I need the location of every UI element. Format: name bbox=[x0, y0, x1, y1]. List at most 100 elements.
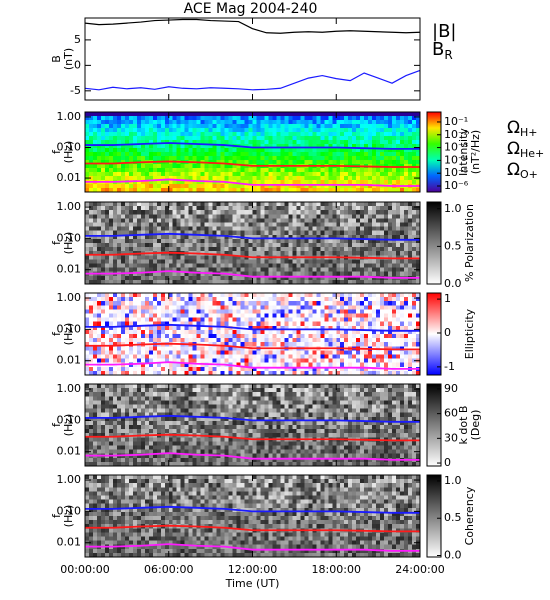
spectrogram-cell bbox=[124, 230, 130, 236]
spectrogram-cell bbox=[324, 152, 329, 157]
spectrogram-cell bbox=[336, 321, 341, 327]
spectrogram-cell bbox=[144, 293, 150, 298]
spectrogram-cell bbox=[212, 172, 217, 177]
spectrogram-cell bbox=[240, 210, 245, 215]
spectrogram-cell bbox=[416, 271, 421, 277]
spectrogram-cell bbox=[168, 172, 174, 177]
spectrogram-cell bbox=[404, 234, 409, 240]
spectrogram-cell bbox=[404, 238, 409, 244]
spectrogram-cell bbox=[192, 338, 197, 343]
spectrogram-cell bbox=[268, 243, 273, 248]
spectrogram-cell bbox=[396, 140, 401, 145]
spectrogram-cell bbox=[252, 128, 257, 133]
spectrogram-cell bbox=[260, 329, 265, 335]
spectrogram-cell bbox=[88, 206, 94, 211]
spectrogram-cell bbox=[140, 329, 146, 335]
colorbar-label: % Polarization bbox=[463, 204, 476, 282]
spectrogram-cell bbox=[220, 275, 225, 281]
spectrogram-cell bbox=[200, 271, 205, 277]
spectrogram-cell bbox=[232, 210, 237, 215]
spectrogram-cell bbox=[204, 354, 209, 359]
spectrogram-cell bbox=[212, 325, 217, 331]
spectrogram-cell bbox=[360, 120, 365, 125]
spectrogram-cell bbox=[172, 297, 178, 302]
spectrogram-cell bbox=[264, 305, 269, 310]
spectrogram-cell bbox=[328, 366, 333, 372]
spectrogram-cell bbox=[300, 116, 305, 121]
spectrogram-cell bbox=[228, 148, 233, 153]
spectrogram-cell bbox=[184, 168, 189, 173]
spectrogram-cell bbox=[252, 120, 257, 125]
spectrogram-cell bbox=[288, 218, 293, 223]
spectrogram-cell bbox=[212, 293, 217, 298]
spectrogram-cell bbox=[248, 230, 253, 236]
spectrogram-cell bbox=[384, 271, 389, 277]
spectrogram-cell bbox=[120, 156, 126, 161]
spectrogram-cell bbox=[116, 247, 122, 252]
spectrogram-cell bbox=[148, 238, 154, 244]
spectrogram-cell bbox=[292, 206, 297, 211]
spectrogram-cell bbox=[248, 184, 253, 189]
spectrogram-cell bbox=[144, 247, 150, 252]
spectrogram-cell bbox=[200, 128, 205, 133]
spectrogram-cell bbox=[152, 267, 158, 272]
spectrogram-cell bbox=[180, 202, 186, 207]
spectrogram-cell bbox=[364, 132, 369, 137]
spectrogram-cell bbox=[116, 317, 122, 322]
spectrogram-cell bbox=[292, 366, 297, 372]
spectrogram-cell bbox=[212, 218, 217, 223]
spectrogram-cell bbox=[400, 259, 405, 264]
spectrogram-cell bbox=[340, 362, 345, 368]
spectrogram-cell bbox=[308, 259, 313, 264]
spectrogram-cell bbox=[224, 214, 229, 219]
spectrogram-cell bbox=[372, 226, 377, 231]
spectrogram-cell bbox=[184, 279, 189, 285]
spectrogram-cell bbox=[224, 305, 229, 310]
spectrogram-cell bbox=[404, 128, 409, 133]
spectrogram-cell bbox=[196, 202, 201, 207]
spectrogram-cell bbox=[376, 263, 381, 268]
spectrogram-cell bbox=[188, 362, 193, 368]
spectrogram-cell bbox=[164, 132, 170, 137]
spectrogram-cell bbox=[268, 148, 273, 153]
spectrogram-cell bbox=[192, 206, 197, 211]
spectrogram-cell bbox=[360, 218, 365, 223]
spectrogram-cell bbox=[116, 267, 122, 272]
spectrogram-cell bbox=[184, 214, 189, 219]
spectrogram-cell bbox=[124, 338, 130, 343]
spectrogram-cell bbox=[124, 259, 130, 264]
spectrogram-cell bbox=[212, 275, 217, 281]
spectrogram-cell bbox=[224, 346, 229, 351]
spectrogram-cell bbox=[132, 156, 138, 161]
spectrogram-cell bbox=[272, 366, 277, 372]
spectrogram-cell bbox=[128, 210, 134, 215]
spectrogram-cell bbox=[296, 305, 301, 310]
spectrogram-cell bbox=[200, 152, 205, 157]
spectrogram-cell bbox=[416, 259, 421, 264]
spectrogram-cell bbox=[168, 214, 174, 219]
spectrogram-cell bbox=[204, 293, 209, 298]
spectrogram-cell bbox=[92, 305, 98, 310]
spectrogram-cell bbox=[416, 222, 421, 227]
spectrogram-cell bbox=[372, 334, 377, 339]
spectrogram-cell bbox=[204, 226, 209, 231]
spectrogram-cell bbox=[96, 317, 102, 322]
spectrogram-cell bbox=[180, 144, 186, 149]
spectrogram-cell bbox=[312, 184, 317, 189]
spectrogram-cell bbox=[204, 247, 209, 252]
spectrogram-cell bbox=[324, 325, 329, 331]
spectrogram-cell bbox=[352, 354, 357, 359]
spectrogram-cell bbox=[236, 180, 241, 185]
spectrogram-cell bbox=[160, 238, 166, 244]
spectrogram-cell bbox=[332, 234, 337, 240]
spectrogram-cell bbox=[176, 358, 182, 363]
spectrogram-cell bbox=[112, 206, 118, 211]
spectrogram-cell bbox=[312, 156, 317, 161]
spectrogram-cell bbox=[272, 140, 277, 145]
spectrogram-cell bbox=[220, 164, 225, 169]
spectrogram-cell bbox=[304, 112, 309, 117]
spectrogram-cell bbox=[320, 112, 325, 117]
spectrogram-cell bbox=[108, 210, 114, 215]
spectrogram-cell bbox=[396, 234, 401, 240]
spectrogram-cell bbox=[204, 321, 209, 327]
